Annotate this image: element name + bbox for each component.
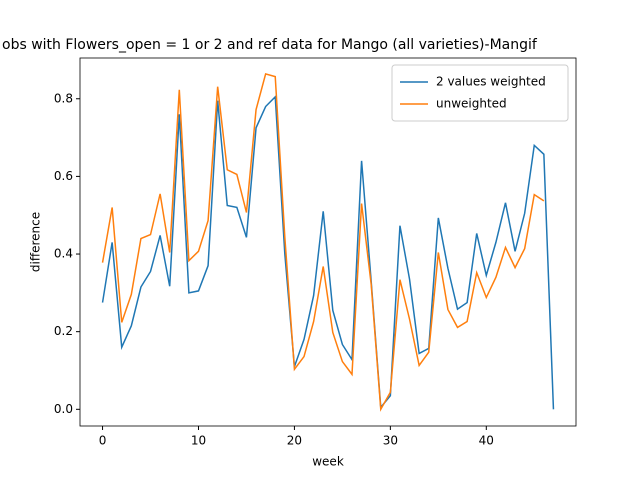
y-tick-label: 0.0 bbox=[54, 402, 73, 416]
plot-frame bbox=[79, 57, 577, 427]
legend-box bbox=[391, 64, 569, 122]
y-axis-label: difference bbox=[29, 212, 43, 272]
y-tick-label: 0.4 bbox=[54, 247, 73, 261]
x-axis-label: week bbox=[312, 455, 344, 469]
x-tick-label: 0 bbox=[99, 434, 107, 448]
x-tick-label: 40 bbox=[479, 434, 494, 448]
y-tick-label: 0.6 bbox=[54, 169, 73, 183]
line-series bbox=[101, 72, 545, 412]
legend-label: 2 values weighted bbox=[436, 75, 546, 89]
x-tick-label: 10 bbox=[191, 434, 206, 448]
x-tick-label: 30 bbox=[383, 434, 398, 448]
y-tick-label: 0.8 bbox=[54, 91, 73, 105]
y-tick-label: 0.2 bbox=[54, 324, 73, 338]
chart-title: obs with Flowers_open = 1 or 2 and ref d… bbox=[2, 37, 538, 53]
legend-label: unweighted bbox=[436, 97, 507, 111]
x-tick-label: 20 bbox=[287, 434, 302, 448]
line-series bbox=[101, 95, 555, 410]
